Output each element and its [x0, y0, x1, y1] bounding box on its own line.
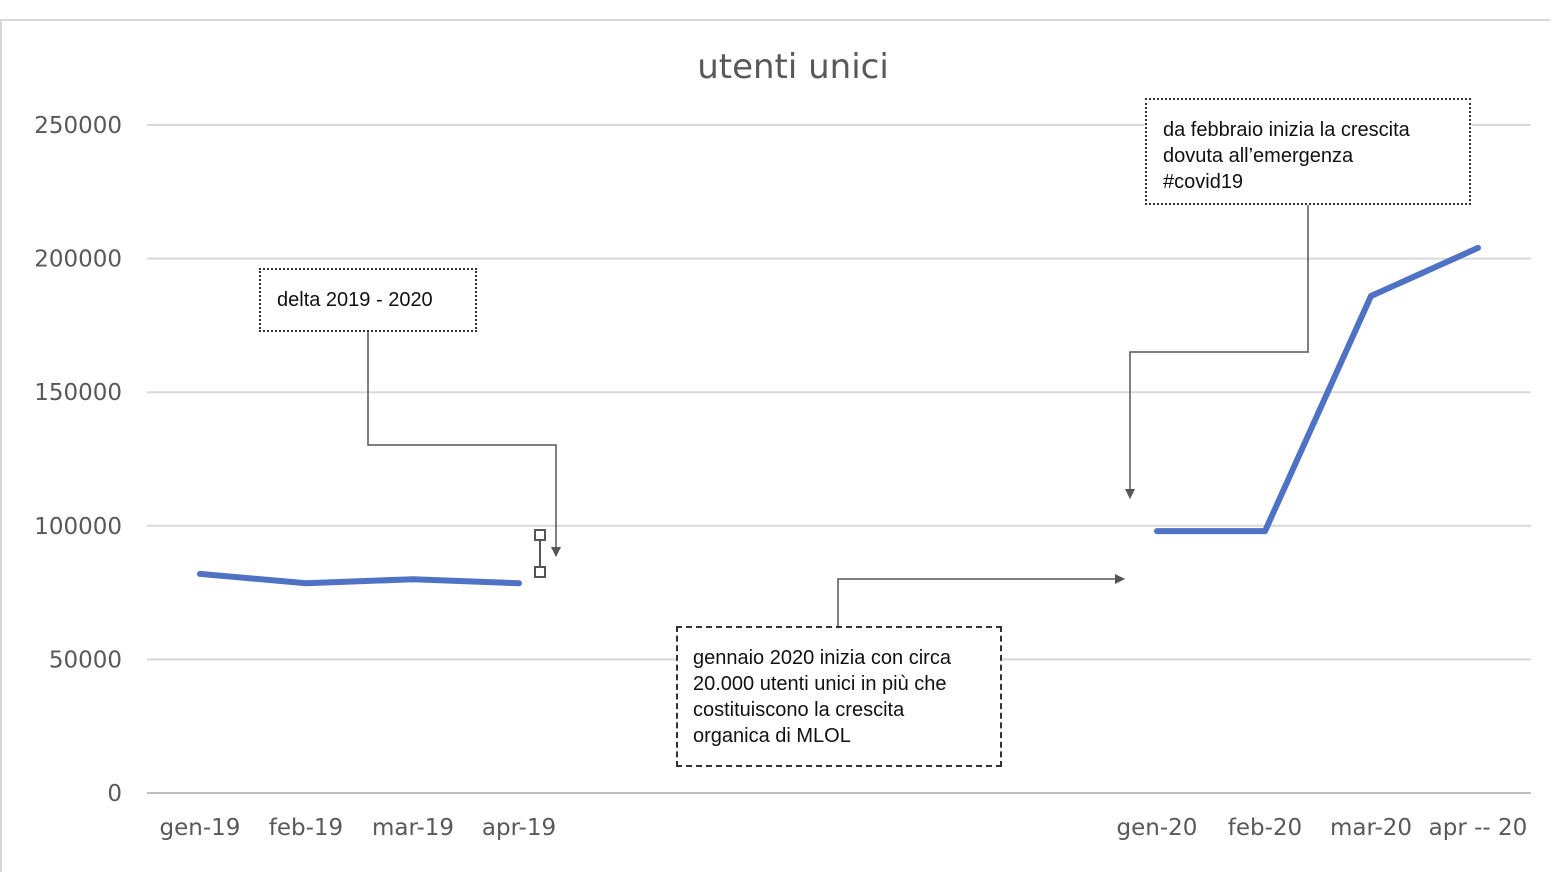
- y-tick-label: 50000: [49, 647, 122, 673]
- annotation-gennaio: gennaio 2020 inizia con circa 20.000 ute…: [676, 626, 1002, 767]
- connector-gennaio: [837, 574, 1125, 626]
- annotation-delta: delta 2019 - 2020: [259, 268, 477, 332]
- x-tick-label: gen-19: [160, 815, 241, 841]
- y-tick-label: 100000: [34, 514, 122, 540]
- y-tick-label: 250000: [34, 113, 122, 139]
- x-tick-label: apr -- 20: [1429, 815, 1528, 841]
- y-axis-tick-labels: 0 50000 100000 150000 200000 250000: [34, 113, 122, 807]
- x-tick-label: mar-19: [372, 815, 454, 841]
- x-tick-label: feb-20: [1228, 815, 1302, 841]
- series-line-2: [1154, 244, 1481, 535]
- x-tick-label: gen-20: [1117, 815, 1198, 841]
- series-lines: [197, 244, 1481, 587]
- series-line-1: [197, 570, 522, 587]
- x-tick-label: mar-20: [1330, 815, 1412, 841]
- connector-covid: [1125, 205, 1309, 499]
- x-tick-label: feb-19: [269, 815, 343, 841]
- y-tick-label: 0: [107, 781, 122, 807]
- connector-delta: [367, 332, 561, 557]
- delta-bracket: [534, 529, 546, 578]
- chart-title: utenti unici: [697, 47, 889, 87]
- annotation-covid: da febbraio inizia la crescita dovuta al…: [1145, 98, 1471, 205]
- y-tick-label: 200000: [34, 247, 122, 273]
- gridlines: [147, 124, 1531, 794]
- x-tick-label: apr-19: [482, 815, 556, 841]
- x-axis-tick-labels: gen-19 feb-19 mar-19 apr-19 gen-20 feb-20 mar-…: [160, 815, 1528, 841]
- y-tick-label: 150000: [34, 380, 122, 406]
